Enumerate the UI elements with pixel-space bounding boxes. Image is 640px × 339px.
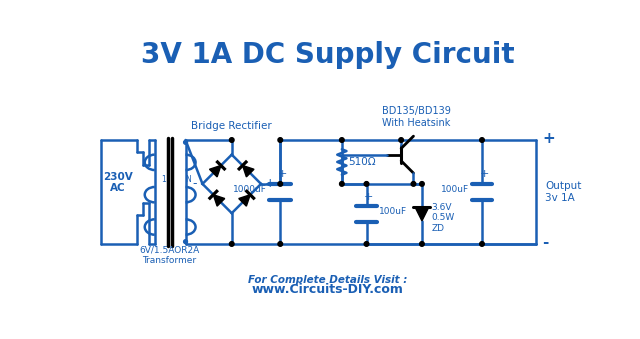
Text: For Complete Details Visit :: For Complete Details Visit :: [248, 275, 408, 285]
Text: 6V/1.5AOR2A
Transformer: 6V/1.5AOR2A Transformer: [140, 245, 200, 265]
Polygon shape: [209, 165, 221, 177]
Text: +: +: [364, 192, 374, 202]
Text: +: +: [542, 131, 555, 146]
Polygon shape: [239, 195, 250, 206]
Circle shape: [420, 242, 424, 246]
Circle shape: [278, 138, 283, 142]
Circle shape: [420, 182, 424, 186]
Text: 3.6V
0.5W
ZD: 3.6V 0.5W ZD: [431, 203, 454, 233]
Text: +: +: [265, 177, 275, 191]
Circle shape: [278, 242, 283, 246]
Text: 100uF: 100uF: [379, 207, 407, 216]
Circle shape: [364, 242, 369, 246]
Circle shape: [399, 138, 403, 142]
Text: BD135/BD139
With Heatsink: BD135/BD139 With Heatsink: [382, 106, 451, 128]
Text: 1: 1: [162, 175, 166, 184]
Text: 3V 1A DC Supply Circuit: 3V 1A DC Supply Circuit: [141, 41, 515, 69]
Text: 230V
AC: 230V AC: [103, 172, 132, 193]
Circle shape: [230, 138, 234, 142]
Circle shape: [230, 242, 234, 246]
Circle shape: [364, 182, 369, 186]
Text: 100uF: 100uF: [441, 185, 469, 194]
Text: +: +: [278, 168, 287, 179]
Text: Output
3v 1A: Output 3v 1A: [545, 181, 582, 203]
Circle shape: [278, 182, 283, 186]
Text: -: -: [193, 177, 197, 191]
Text: Bridge Rectifier: Bridge Rectifier: [191, 121, 272, 131]
Circle shape: [184, 240, 188, 244]
Circle shape: [411, 182, 416, 186]
Polygon shape: [243, 165, 254, 177]
Polygon shape: [213, 195, 225, 206]
Text: +: +: [479, 168, 489, 179]
Text: 1000uF: 1000uF: [234, 185, 267, 194]
Text: N: N: [185, 175, 191, 184]
Circle shape: [480, 138, 484, 142]
Circle shape: [340, 182, 344, 186]
Text: 510Ω: 510Ω: [348, 157, 376, 167]
Circle shape: [480, 242, 484, 246]
Circle shape: [184, 140, 188, 144]
Text: -: -: [542, 235, 548, 250]
Circle shape: [340, 138, 344, 142]
Text: www.Circuits-DIY.com: www.Circuits-DIY.com: [252, 283, 404, 296]
Polygon shape: [415, 207, 429, 221]
